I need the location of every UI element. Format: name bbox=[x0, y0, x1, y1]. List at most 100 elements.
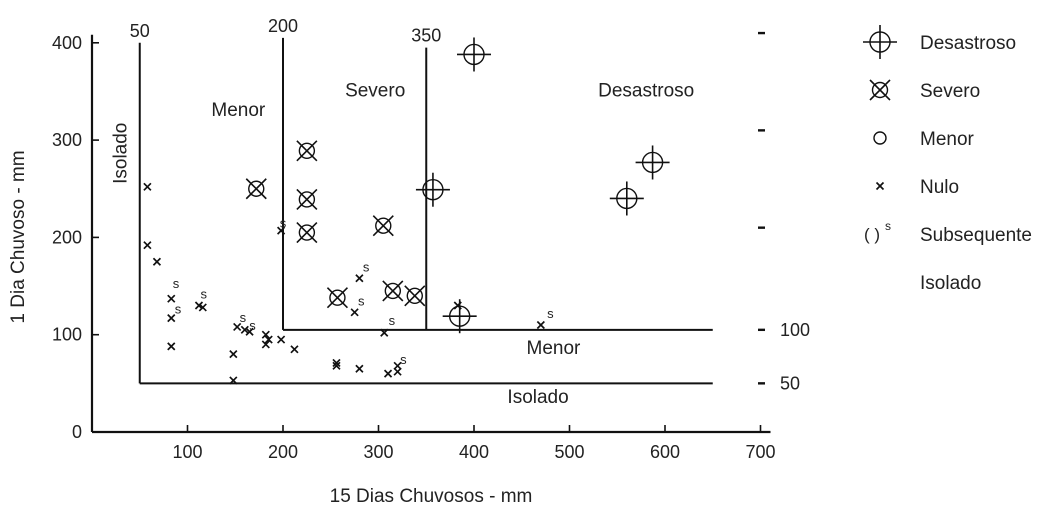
marker-d2 bbox=[332, 358, 341, 368]
point-circle-cross bbox=[863, 25, 897, 59]
x-tick-label: 100 bbox=[172, 442, 202, 462]
y-tick-label: 0 bbox=[72, 422, 82, 442]
point-x bbox=[229, 350, 238, 359]
marker-d2 bbox=[296, 140, 318, 162]
point-x bbox=[245, 327, 254, 336]
point-circle-x bbox=[326, 287, 349, 309]
legend-label: Nulo bbox=[920, 177, 959, 198]
legend: Desastroso Severo Menor Nulo ( ) s Subsequente… bbox=[863, 25, 1032, 294]
point-circle-cross bbox=[415, 172, 450, 207]
y-tick-label: 200 bbox=[52, 227, 82, 247]
legend-item: Menor bbox=[873, 129, 975, 150]
point-x bbox=[393, 361, 402, 370]
marker-d2 bbox=[332, 361, 341, 370]
point-circle-x bbox=[296, 221, 318, 244]
point-circle-x bbox=[372, 215, 394, 237]
region-label: Isolado bbox=[507, 387, 568, 408]
marker-s: s bbox=[249, 318, 256, 333]
marker-s: s bbox=[240, 310, 247, 325]
axes: 100 200 300 400 500 600 700 0 100 200 300 400 bbox=[52, 33, 776, 462]
x-tick-label: 700 bbox=[745, 442, 775, 462]
threshold-vertical-label: 200 bbox=[268, 16, 298, 36]
point-x bbox=[350, 308, 359, 317]
marker-d2 bbox=[393, 361, 402, 370]
point-circle-cross bbox=[442, 299, 477, 334]
point-s: s bbox=[240, 310, 247, 325]
marker-d2 bbox=[245, 327, 254, 336]
marker-s: s bbox=[175, 301, 182, 316]
point-s: s bbox=[400, 352, 407, 367]
marker-circle bbox=[871, 81, 889, 99]
marker-circle bbox=[298, 142, 316, 160]
marker-s: s bbox=[885, 219, 891, 233]
point-s: s bbox=[173, 276, 180, 291]
point-x bbox=[152, 257, 162, 266]
marker-d2 bbox=[350, 308, 359, 317]
marker-circle bbox=[873, 131, 887, 145]
marker-circle bbox=[406, 287, 423, 304]
marker-d2 bbox=[264, 335, 273, 344]
y-tick-label: 400 bbox=[52, 33, 82, 53]
point-s: s bbox=[200, 287, 207, 302]
marker-d2 bbox=[167, 294, 176, 303]
marker-s: s bbox=[280, 216, 287, 231]
threshold-horizontal-label: 100 bbox=[780, 320, 810, 340]
point-x bbox=[875, 181, 885, 191]
x-axis-title: 15 Dias Chuvosos - mm bbox=[330, 486, 533, 507]
point-x bbox=[261, 340, 270, 349]
marker-paren: ( ) bbox=[864, 225, 880, 244]
y-axis-title: 1 Dia Chuvoso - mm bbox=[8, 150, 29, 323]
point-x bbox=[167, 314, 176, 323]
point-s: s bbox=[389, 313, 396, 328]
x-tick-label: 500 bbox=[554, 442, 584, 462]
series-desastroso bbox=[415, 37, 670, 334]
marker-d2 bbox=[261, 340, 270, 349]
marker-s: s bbox=[200, 287, 207, 302]
point-circle-x bbox=[404, 285, 426, 307]
point-x bbox=[332, 361, 341, 370]
marker-d2 bbox=[869, 79, 891, 101]
point-circle-cross bbox=[609, 181, 644, 216]
point-x bbox=[355, 364, 364, 373]
marker-d2 bbox=[194, 301, 204, 310]
threshold-vertical-label: 50 bbox=[130, 21, 150, 41]
point-circle-cross bbox=[635, 145, 670, 180]
legend-item: Desastroso bbox=[863, 25, 1016, 59]
marker-d2 bbox=[229, 376, 238, 385]
x-tick-label: 300 bbox=[363, 442, 393, 462]
legend-label: Menor bbox=[920, 129, 975, 150]
marker-circle bbox=[384, 282, 402, 300]
marker-d2 bbox=[167, 314, 176, 323]
point-x bbox=[383, 369, 393, 378]
point-circle-cross bbox=[457, 37, 491, 72]
marker-s: s bbox=[358, 294, 365, 309]
marker-d2 bbox=[453, 301, 462, 310]
point-x bbox=[167, 294, 176, 303]
point-x bbox=[276, 226, 286, 235]
point-circle-x bbox=[296, 188, 318, 211]
marker-d2 bbox=[143, 241, 152, 250]
marker-d2 bbox=[240, 325, 249, 334]
marker-d2 bbox=[233, 322, 242, 332]
point-x bbox=[198, 303, 207, 312]
point-s: s bbox=[547, 306, 554, 321]
point-circle-x bbox=[869, 79, 891, 101]
series-nulo bbox=[143, 182, 545, 385]
region-label: Menor bbox=[527, 338, 582, 359]
point-s: s bbox=[358, 294, 365, 309]
x-tick-label: 200 bbox=[268, 442, 298, 462]
point-x bbox=[240, 325, 249, 334]
region-label: Menor bbox=[211, 100, 266, 121]
x-tick-label: 400 bbox=[459, 442, 489, 462]
legend-label: Subsequente bbox=[920, 225, 1032, 246]
marker-d2 bbox=[290, 345, 299, 354]
marker-d2 bbox=[296, 221, 318, 244]
point-x bbox=[453, 301, 462, 310]
point-x bbox=[290, 345, 299, 354]
legend-label: Desastroso bbox=[920, 33, 1016, 54]
threshold-vertical-label: 350 bbox=[411, 26, 441, 46]
marker-d2 bbox=[326, 287, 349, 309]
series-severo bbox=[245, 140, 426, 309]
